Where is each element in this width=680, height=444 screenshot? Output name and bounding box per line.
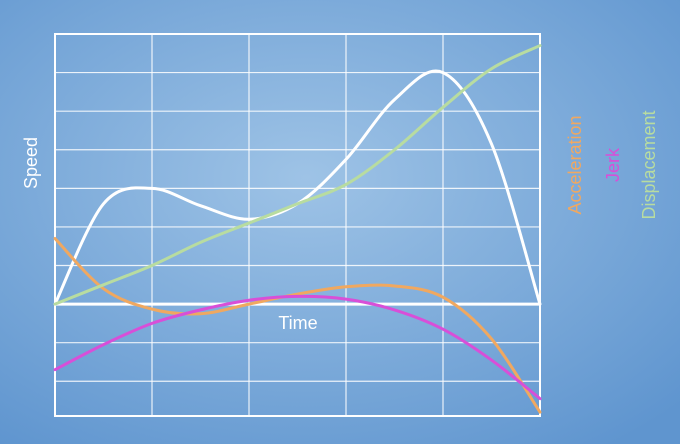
series-line [53, 294, 542, 401]
plot-border [54, 33, 541, 417]
legend-label: Acceleration [565, 115, 585, 214]
y-axis-label: Speed [21, 137, 41, 189]
legend-label: Jerk [603, 147, 623, 182]
series-line [53, 69, 542, 306]
series-line [53, 237, 542, 414]
legend-label: Displacement [639, 110, 659, 219]
series-line [53, 44, 542, 306]
x-axis-label: Time [278, 313, 317, 333]
